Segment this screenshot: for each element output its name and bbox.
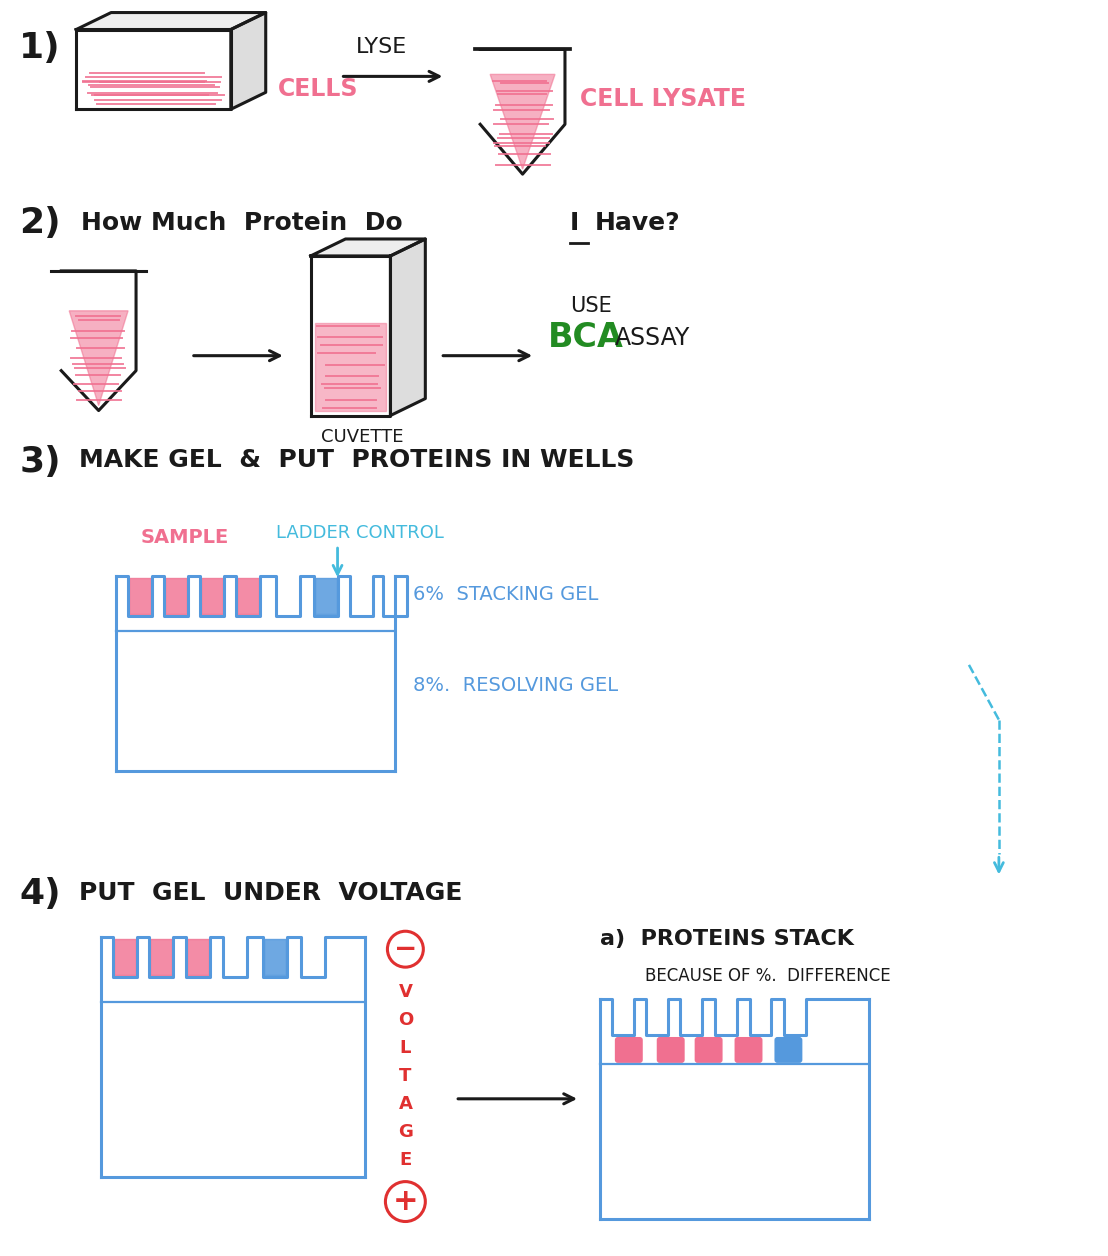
Text: CUVETTE: CUVETTE (320, 427, 403, 446)
Text: E: E (399, 1150, 411, 1168)
Text: BECAUSE OF %.  DIFFERENCE: BECAUSE OF %. DIFFERENCE (645, 967, 891, 985)
FancyBboxPatch shape (615, 1037, 643, 1063)
Polygon shape (264, 939, 286, 975)
Text: 2): 2) (19, 206, 61, 240)
Text: USE: USE (570, 296, 612, 315)
Text: PUT  GEL  UNDER  VOLTAGE: PUT GEL UNDER VOLTAGE (79, 882, 462, 906)
Text: V: V (399, 983, 412, 1001)
Polygon shape (150, 939, 172, 975)
Text: LYSE: LYSE (356, 38, 407, 58)
Text: How Much  Protein  Do: How Much Protein Do (81, 211, 411, 235)
Polygon shape (187, 939, 209, 975)
FancyBboxPatch shape (695, 1037, 722, 1063)
Polygon shape (315, 578, 337, 614)
Text: 1): 1) (19, 31, 61, 65)
Polygon shape (76, 29, 230, 109)
Text: O: O (398, 1011, 413, 1029)
Polygon shape (230, 13, 266, 109)
Text: G: G (398, 1123, 413, 1140)
Text: 4): 4) (19, 878, 61, 912)
Polygon shape (76, 13, 266, 29)
Text: Have?: Have? (595, 211, 680, 235)
Text: a)  PROTEINS STACK: a) PROTEINS STACK (599, 929, 854, 950)
Text: ASSAY: ASSAY (615, 325, 690, 349)
Polygon shape (114, 939, 136, 975)
Polygon shape (310, 256, 390, 416)
Polygon shape (129, 578, 151, 614)
Text: −: − (393, 936, 417, 963)
Text: LADDER CONTROL: LADDER CONTROL (276, 524, 443, 543)
FancyBboxPatch shape (774, 1037, 802, 1063)
Polygon shape (315, 323, 387, 411)
Text: 6%  STACKING GEL: 6% STACKING GEL (413, 584, 598, 604)
FancyBboxPatch shape (657, 1037, 685, 1063)
Polygon shape (201, 578, 223, 614)
Polygon shape (69, 310, 129, 406)
Polygon shape (480, 49, 565, 175)
Text: MAKE GEL  &  PUT  PROTEINS IN WELLS: MAKE GEL & PUT PROTEINS IN WELLS (79, 448, 635, 472)
Polygon shape (165, 578, 187, 614)
Polygon shape (310, 239, 425, 256)
Text: L: L (400, 1039, 411, 1058)
Text: 8%.  RESOLVING GEL: 8%. RESOLVING GEL (413, 676, 618, 696)
Text: 3): 3) (19, 446, 61, 480)
Polygon shape (61, 271, 136, 411)
Polygon shape (490, 74, 555, 170)
Text: I: I (570, 211, 579, 235)
Text: A: A (399, 1095, 412, 1113)
Text: +: + (392, 1187, 418, 1216)
FancyBboxPatch shape (735, 1037, 762, 1063)
Polygon shape (237, 578, 259, 614)
Text: CELL LYSATE: CELL LYSATE (579, 88, 746, 112)
Text: SAMPLE: SAMPLE (141, 529, 229, 548)
Polygon shape (390, 239, 425, 416)
Text: CELLS: CELLS (278, 78, 358, 102)
Text: T: T (399, 1066, 411, 1085)
Text: BCA: BCA (548, 320, 624, 354)
